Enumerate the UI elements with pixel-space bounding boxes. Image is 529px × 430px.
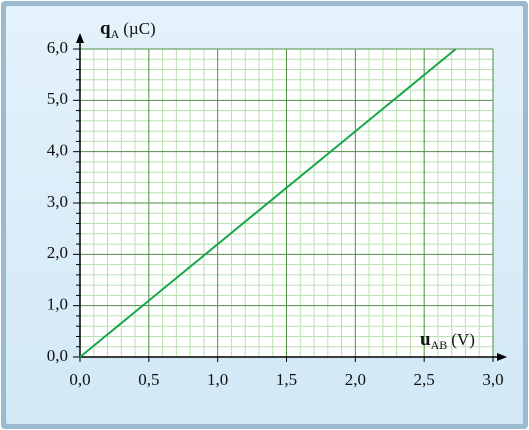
y-tick-label: 3,0 bbox=[47, 192, 68, 211]
x-tick-label: 0,0 bbox=[69, 370, 90, 389]
y-tick-label: 0,0 bbox=[47, 346, 68, 365]
data-line bbox=[79, 48, 457, 358]
y-tick-label: 6,0 bbox=[47, 38, 68, 57]
x_label-title: uAB (V) bbox=[420, 329, 475, 351]
axis-unit: (µC) bbox=[123, 19, 155, 38]
y-tick-label: 4,0 bbox=[47, 141, 68, 160]
axis-subscript: A bbox=[111, 27, 120, 41]
y-tick-label: 5,0 bbox=[47, 89, 68, 108]
axis-unit: (V) bbox=[451, 330, 475, 349]
axis-symbol: q bbox=[100, 18, 111, 39]
y-tick-label: 1,0 bbox=[47, 295, 68, 314]
x-tick-label: 2,0 bbox=[345, 370, 366, 389]
x-tick-label: 1,5 bbox=[276, 370, 297, 389]
x-tick-label: 2,5 bbox=[414, 370, 435, 389]
axis-subscript: AB bbox=[431, 338, 448, 352]
y-tick-label: 2,0 bbox=[47, 243, 68, 262]
x-arrow bbox=[497, 353, 507, 361]
x-tick-label: 1,0 bbox=[207, 370, 228, 389]
y_label-title: qA (µC) bbox=[100, 18, 156, 40]
y-arrow bbox=[76, 33, 84, 43]
axis-symbol: u bbox=[420, 329, 431, 350]
x-tick-label: 3,0 bbox=[482, 370, 503, 389]
x-tick-label: 0,5 bbox=[138, 370, 159, 389]
